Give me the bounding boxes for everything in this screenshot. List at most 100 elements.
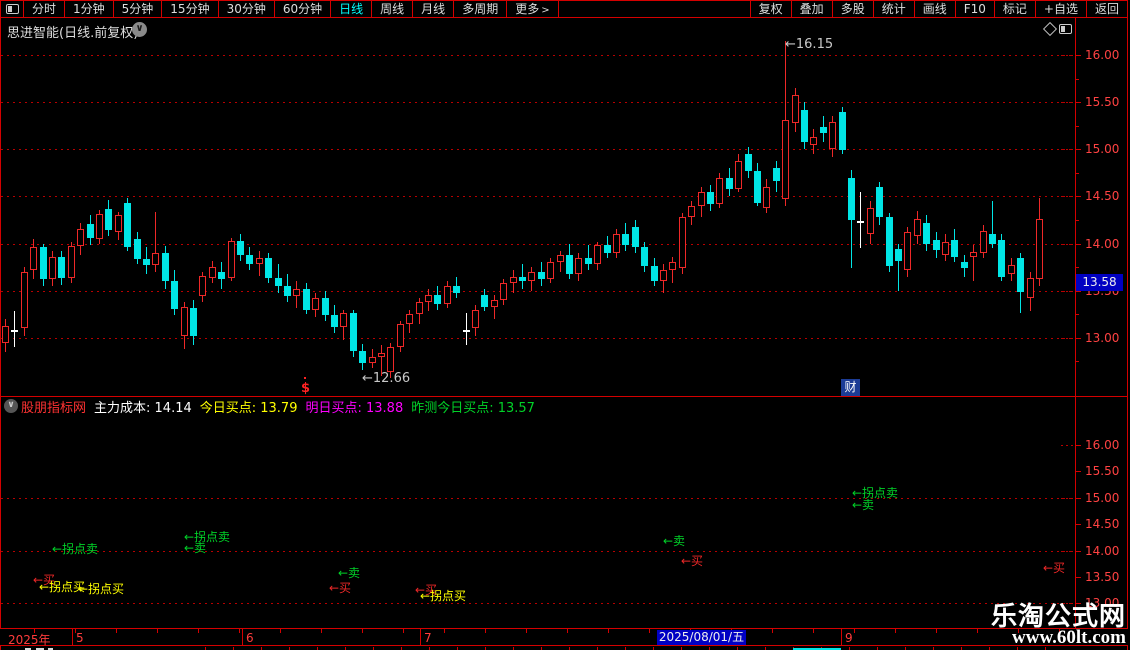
fragment-tick — [569, 647, 570, 650]
fragment-text — [36, 648, 44, 650]
fragment-tick — [317, 647, 318, 650]
panel-divider — [0, 396, 1128, 397]
diamond-marker-icon[interactable] — [1042, 21, 1058, 37]
month-label: 7 — [424, 631, 432, 645]
tab-30分钟[interactable]: 30分钟 — [219, 1, 275, 17]
signal-label-green: ←拐点卖 — [52, 542, 99, 556]
date-divider — [420, 629, 421, 646]
tab-多周期[interactable]: 多周期 — [454, 1, 508, 17]
fragment-tick — [233, 647, 234, 650]
axis-leader — [1061, 445, 1074, 446]
axis-tick — [1075, 338, 1081, 339]
signal-label-green: ←卖 — [852, 498, 875, 512]
tab-分时[interactable]: 分时 — [24, 1, 66, 17]
date-tick — [608, 629, 609, 633]
top-toolbar: 分时 1分钟 5分钟 15分钟 30分钟 60分钟 日线 周线 月线 多周期 更多 > 复权 叠加 多股统… — [0, 0, 1128, 18]
axis-minor-tick — [1075, 173, 1079, 174]
chevron-down-icon[interactable]: ∨ — [132, 22, 147, 37]
selected-date-tag: 2025/08/01/五 — [657, 630, 746, 645]
signal-label-green: ←拐点卖 — [852, 486, 899, 500]
indicator-value: 昨测今日买点: 13.57 — [411, 400, 535, 416]
button-标记[interactable]: 标记 — [993, 1, 1035, 17]
date-tick — [813, 629, 814, 633]
dollar-dot — [304, 377, 306, 379]
axis-label: 15.50 — [1085, 95, 1120, 109]
chart-title[interactable]: 思进智能(日线.前复权) — [7, 26, 139, 41]
tool-buttons: 复权 叠加 多股 统计 画线 F10 标记 +自选 返回 — [749, 1, 1127, 17]
fragment-tick — [429, 647, 430, 650]
axis-label: 16.00 — [1085, 438, 1120, 452]
layout-split-button[interactable] — [1, 1, 24, 17]
tab-5分钟[interactable]: 5分钟 — [114, 1, 163, 17]
axis-leader — [1061, 291, 1074, 292]
axis-leader — [1061, 102, 1074, 103]
button-+自选[interactable]: +自选 — [1034, 1, 1086, 17]
fragment-tick — [1017, 647, 1018, 650]
tab-周线[interactable]: 周线 — [372, 1, 414, 17]
axis-label: 14.50 — [1085, 189, 1120, 203]
fragment-tick — [261, 647, 262, 650]
axis-tick — [1075, 603, 1081, 604]
tab-15分钟[interactable]: 15分钟 — [162, 1, 219, 17]
fragment-tick — [485, 647, 486, 650]
gridline — [1, 498, 1074, 499]
axis-tick — [1075, 445, 1081, 446]
month-label: 5 — [76, 631, 84, 645]
fragment-tick — [709, 647, 710, 650]
axis-label: 13.50 — [1085, 570, 1120, 584]
fragment-tick — [905, 647, 906, 650]
axis-tick — [1075, 577, 1081, 578]
button-画线[interactable]: 画线 — [913, 1, 955, 17]
axis-tick — [1075, 244, 1081, 245]
button-叠加[interactable]: 叠加 — [790, 1, 832, 17]
button-统计[interactable]: 统计 — [872, 1, 914, 17]
indicator-value: 今日买点: 13.79 — [199, 400, 298, 416]
fragment-text — [48, 648, 53, 650]
watermark-url: www.60lt.com — [1012, 627, 1126, 648]
axis-leader — [1061, 196, 1074, 197]
button-返回[interactable]: 返回 — [1085, 1, 1127, 17]
axis-minor-tick — [1075, 314, 1079, 315]
gridline — [1, 244, 1074, 245]
fragment-tick — [597, 647, 598, 650]
button-F10[interactable]: F10 — [954, 1, 994, 17]
tab-60分钟[interactable]: 60分钟 — [275, 1, 332, 17]
panel-split-icon[interactable] — [1059, 24, 1072, 34]
button-复权[interactable]: 复权 — [749, 1, 791, 17]
date-tick — [1018, 629, 1019, 633]
date-tick — [649, 629, 650, 633]
window-right-border — [1127, 18, 1128, 650]
date-tick — [485, 629, 486, 633]
fragment-text — [25, 648, 31, 650]
axis-label: 14.00 — [1085, 544, 1120, 558]
tab-日线[interactable]: 日线 — [331, 1, 373, 17]
date-tick — [75, 629, 76, 633]
date-tick — [362, 629, 363, 633]
date-divider — [242, 629, 243, 646]
chevron-circle-icon[interactable]: ∨ — [4, 399, 18, 413]
date-tick — [854, 629, 855, 633]
tab-1分钟[interactable]: 1分钟 — [65, 1, 114, 17]
fragment-tick — [737, 647, 738, 650]
fragment-tick — [373, 647, 374, 650]
axis-minor-tick — [1075, 361, 1079, 362]
indicator-values: 主力成本: 14.14 今日买点: 13.79 明日买点: 13.88 昨测今日买点:… — [94, 397, 543, 416]
fragment-tick — [989, 647, 990, 650]
axis-leader — [1061, 55, 1074, 56]
signal-label-yellow: ←拐点买 — [78, 582, 125, 596]
tab-月线[interactable]: 月线 — [413, 1, 455, 17]
axis-label: 15.50 — [1085, 464, 1120, 478]
fragment-cyan — [793, 648, 841, 650]
fragment-tick — [765, 647, 766, 650]
axis-tick — [1075, 471, 1081, 472]
gridline — [1, 196, 1074, 197]
fragment-tick — [877, 647, 878, 650]
axis-label: 14.50 — [1085, 517, 1120, 531]
axis-leader — [1061, 551, 1074, 552]
button-多股[interactable]: 多股 — [831, 1, 873, 17]
tab-更多[interactable]: 更多 > — [507, 1, 559, 17]
month-label: 6 — [246, 631, 254, 645]
date-tick — [116, 629, 117, 633]
